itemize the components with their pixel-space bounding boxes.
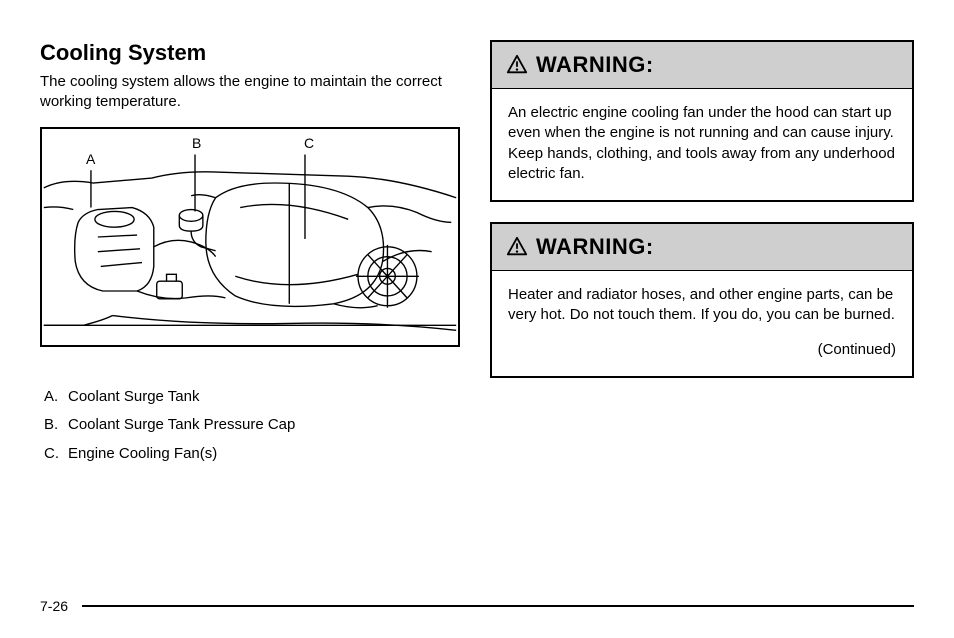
legend-text: Coolant Surge Tank Pressure Cap: [68, 411, 295, 440]
legend-letter: B.: [40, 411, 68, 440]
footer-rule: [82, 605, 914, 607]
warning-triangle-icon: [506, 54, 528, 76]
warning-body: An electric engine cooling fan under the…: [492, 89, 912, 200]
legend-text: Engine Cooling Fan(s): [68, 440, 217, 469]
page-number: 7-26: [40, 598, 82, 614]
callout-label-a: A: [86, 151, 95, 167]
diagram-legend: A. Coolant Surge Tank B. Coolant Surge T…: [40, 383, 460, 469]
right-column: WARNING: An electric engine cooling fan …: [490, 40, 914, 468]
legend-letter: C.: [40, 440, 68, 469]
left-column: Cooling System The cooling system allows…: [40, 40, 460, 468]
callout-label-b: B: [192, 135, 201, 151]
warning-header: WARNING:: [492, 42, 912, 89]
warning-box-2: WARNING: Heater and radiator hoses, and …: [490, 222, 914, 378]
warning-header: WARNING:: [492, 224, 912, 271]
warning-box-1: WARNING: An electric engine cooling fan …: [490, 40, 914, 202]
section-heading: Cooling System: [40, 40, 460, 66]
engine-diagram: A B C: [40, 127, 460, 347]
warning-body: Heater and radiator hoses, and other eng…: [492, 271, 912, 376]
callout-label-c: C: [304, 135, 314, 151]
warning-title: WARNING:: [536, 234, 654, 260]
warning-triangle-icon: [506, 236, 528, 258]
page-footer: 7-26: [40, 598, 914, 614]
legend-row: B. Coolant Surge Tank Pressure Cap: [40, 411, 460, 440]
legend-letter: A.: [40, 383, 68, 412]
legend-row: C. Engine Cooling Fan(s): [40, 440, 460, 469]
continued-marker: (Continued): [508, 340, 896, 360]
warning-body-text: Heater and radiator hoses, and other eng…: [508, 286, 895, 323]
warning-title: WARNING:: [536, 52, 654, 78]
legend-text: Coolant Surge Tank: [68, 383, 199, 412]
warning-body-text: An electric engine cooling fan under the…: [508, 104, 895, 182]
intro-paragraph: The cooling system allows the engine to …: [40, 72, 460, 113]
engine-svg: [42, 129, 458, 345]
legend-row: A. Coolant Surge Tank: [40, 383, 460, 412]
